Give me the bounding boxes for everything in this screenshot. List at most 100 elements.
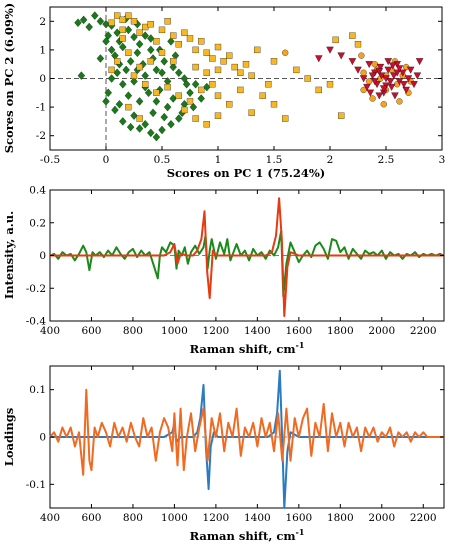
loadings-y-axis-title: Loadings: [2, 408, 16, 467]
diamond-marker: [102, 37, 110, 46]
triangle-marker: [387, 83, 396, 91]
square-marker: [282, 115, 289, 122]
triangle-marker: [388, 62, 397, 70]
loadings-x-tick-label: 1800: [327, 512, 354, 524]
triangle-marker: [384, 66, 392, 74]
intensity-x-axis-title: Raman shift, cm-1: [190, 340, 305, 356]
scores-x-tick-label: 1.5: [266, 154, 283, 166]
diamond-marker: [135, 97, 144, 106]
triangle-marker: [315, 55, 323, 63]
square-marker: [203, 69, 210, 76]
diamond-marker: [135, 124, 144, 133]
circle-marker: [360, 69, 367, 76]
scores-y-tick-label: 2: [39, 16, 46, 28]
loadings-x-tick-label: 2200: [410, 512, 437, 524]
scores-panel: -0.5 0 0.5 1 1.5 2 2.5 3 -2 -1 0 1 2 Scores on PC 1 …: [2, 3, 445, 180]
intensity-y-tick-label: -0.2: [26, 283, 46, 295]
circle-marker: [369, 95, 376, 102]
intensity-x-tick-label: 1800: [327, 325, 354, 337]
circle-marker: [366, 78, 373, 85]
loadings-lines: [49, 369, 444, 509]
square-marker: [125, 12, 132, 19]
square-marker: [158, 49, 166, 56]
square-marker: [181, 29, 188, 36]
intensity-y-tick-label: 0.4: [29, 185, 46, 197]
square-marker: [130, 18, 138, 25]
diamond-marker: [191, 79, 200, 89]
scores-x-axis-title: Scores on PC 1 (75.24%): [167, 166, 326, 180]
square-marker: [125, 49, 132, 56]
intensity-series-line: [50, 197, 444, 318]
square-marker: [349, 32, 356, 39]
diamond-marker: [91, 11, 99, 20]
scores-y-tick-label: 0: [39, 73, 46, 85]
square-marker: [332, 36, 339, 44]
square-marker: [248, 72, 255, 79]
triangle-marker: [371, 78, 379, 86]
diamond-marker: [102, 19, 110, 29]
circle-marker: [380, 101, 387, 108]
square-marker: [164, 18, 171, 25]
square-marker: [214, 112, 222, 119]
square-marker: [254, 46, 261, 54]
diamond-marker: [124, 91, 133, 100]
square-marker: [265, 81, 272, 88]
square-marker: [192, 115, 199, 122]
square-marker: [142, 81, 149, 88]
diamond-marker: [85, 22, 93, 32]
square-marker: [237, 69, 244, 76]
diamond-marker: [158, 125, 166, 135]
triangle-marker: [402, 86, 410, 94]
triangle-marker: [404, 75, 413, 83]
loadings-series-line: [50, 369, 444, 509]
loadings-x-tick-label: 1200: [203, 512, 230, 524]
diamond-marker: [180, 74, 189, 83]
loadings-x-tick-label: 1400: [244, 512, 271, 524]
square-marker: [214, 66, 222, 74]
diamond-marker: [119, 117, 127, 126]
circle-marker: [358, 52, 365, 59]
diamond-marker: [122, 65, 130, 75]
scores-y-axis-title: Scores on PC 2 (6.09%): [2, 3, 16, 154]
square-marker: [119, 26, 126, 34]
intensity-y-tick-label: 0.2: [29, 217, 46, 229]
diamond-marker: [126, 122, 135, 132]
diamond-marker: [160, 112, 168, 122]
square-marker: [108, 66, 115, 74]
square-marker: [130, 72, 138, 79]
triangle-marker: [365, 61, 373, 69]
loadings-x-tick-label: 1600: [285, 512, 312, 524]
triangle-marker: [406, 66, 415, 74]
square-marker: [192, 63, 199, 71]
loadings-x-tick-label: 600: [81, 512, 101, 524]
diamond-marker: [79, 15, 88, 25]
triangle-marker: [363, 83, 371, 91]
triangle-marker: [326, 46, 334, 54]
diamond-marker: [104, 31, 112, 40]
triangle-marker: [380, 85, 388, 93]
triangle-marker: [413, 72, 422, 80]
square-marker: [231, 63, 238, 71]
loadings-x-axis-title: Raman shift, cm-1: [190, 527, 305, 543]
diamond-marker: [197, 94, 205, 103]
scores-x-tick-label: 0.5: [154, 154, 171, 166]
intensity-tick-labels: 400 600 800 1000 1200 1400 1600 1800 2000 2200 -0.…: [26, 185, 444, 337]
diamond-marker: [130, 111, 138, 120]
intensity-x-tick-label: 1600: [285, 325, 312, 337]
triangle-marker: [368, 72, 377, 80]
intensity-y-tick-label: 0: [39, 250, 46, 262]
square-marker: [198, 38, 205, 45]
diamond-marker: [186, 88, 194, 98]
triangle-marker: [399, 69, 407, 77]
triangle-marker: [384, 58, 392, 66]
diamond-marker: [147, 45, 155, 55]
triangle-marker: [393, 69, 401, 77]
scores-tick-labels: -0.5 0 0.5 1 1.5 2 2.5 3 -2 -1 0 1 2: [36, 7, 445, 166]
diamond-marker: [141, 31, 149, 40]
diamond-marker: [135, 39, 144, 49]
square-marker: [203, 121, 210, 128]
square-marker: [125, 103, 132, 111]
diamond-marker: [133, 48, 142, 57]
scores-x-tick-label: 0: [103, 154, 110, 166]
